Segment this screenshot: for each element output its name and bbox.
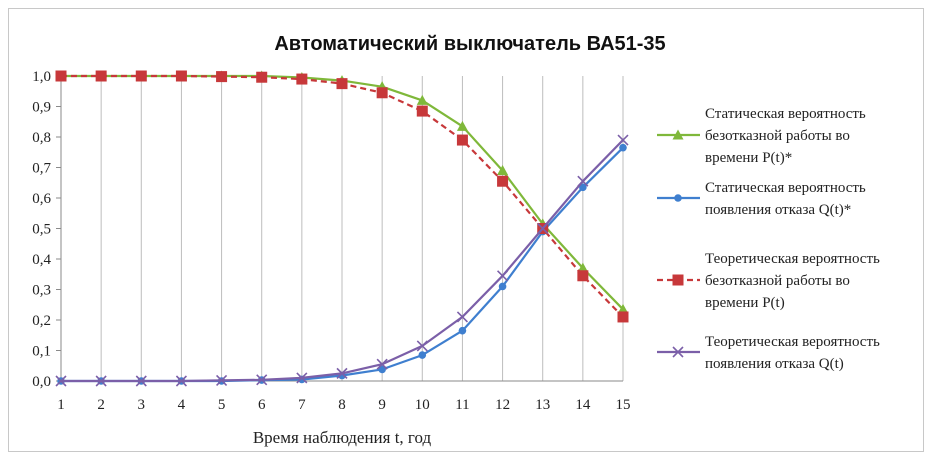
x-tick-label: 10	[415, 397, 430, 413]
data-point	[55, 70, 67, 82]
data-point	[497, 270, 509, 282]
chart-frame	[8, 8, 924, 452]
data-point	[579, 183, 587, 192]
x-tick-label: 1	[57, 397, 65, 413]
legend-swatch-marker	[674, 194, 682, 202]
data-point	[216, 374, 228, 386]
y-tick-label: 0,8	[32, 130, 51, 146]
y-tick-label: 1,0	[32, 69, 51, 85]
data-point	[418, 351, 427, 359]
x-tick-label: 14	[575, 397, 591, 413]
data-point	[95, 375, 107, 387]
legend-label: Теоретическая вероятность	[705, 251, 880, 267]
x-tick-label: 5	[218, 397, 226, 413]
y-tick-label: 0,1	[32, 344, 51, 360]
x-tick-label: 11	[455, 397, 469, 413]
data-point	[577, 262, 589, 273]
data-point	[456, 120, 468, 131]
legend-label: времени P(t)	[705, 295, 785, 311]
data-point	[497, 165, 509, 176]
x-tick-label: 13	[535, 397, 550, 413]
data-point	[376, 358, 388, 370]
data-point	[497, 175, 509, 187]
data-point	[378, 365, 386, 374]
legend-item-3: Теоретическая вероятность безотказной раб…	[657, 251, 880, 311]
x-tick-label: 4	[178, 397, 186, 413]
data-point	[617, 303, 629, 314]
y-tick-label: 0,3	[32, 283, 51, 299]
data-point	[135, 375, 147, 387]
y-tick-label: 0,2	[32, 313, 51, 329]
x-tick-label: 3	[138, 397, 146, 413]
data-point	[458, 326, 467, 335]
legend-swatch-marker	[672, 274, 684, 286]
data-point	[456, 311, 468, 323]
data-point	[256, 71, 268, 83]
x-tick-label: 2	[97, 397, 105, 413]
series-3	[55, 70, 629, 323]
data-point	[456, 134, 468, 146]
data-point	[577, 175, 589, 187]
x-tick-label: 12	[495, 397, 510, 413]
data-point	[336, 367, 348, 379]
data-point	[216, 71, 228, 83]
legend-label: времени P(t)*	[705, 150, 792, 166]
x-axis-label: Время наблюдения t, год	[253, 428, 432, 447]
legend-swatch-marker	[672, 129, 684, 140]
data-point	[296, 372, 308, 384]
chart-title: Автоматический выключатель ВА51-35	[274, 33, 665, 55]
legend: Статическая вероятность безотказной работ…	[657, 106, 880, 372]
y-tick-label: 0,6	[32, 191, 51, 207]
y-tick-label: 0,5	[32, 222, 51, 238]
data-point	[376, 87, 388, 99]
legend-item-2: Статическая вероятность появления отказа …	[657, 180, 866, 218]
y-tick-label: 0,9	[32, 100, 51, 116]
data-point	[577, 270, 589, 282]
legend-label: Теоретическая вероятность	[705, 334, 880, 350]
x-tick-label: 7	[298, 397, 306, 413]
legend-label: безотказной работы во	[705, 273, 850, 289]
y-tick-label: 0,0	[32, 374, 51, 390]
legend-item-4: Теоретическая вероятность появления отказ…	[657, 334, 880, 372]
data-point	[619, 143, 627, 152]
data-point	[95, 70, 107, 82]
data-point	[296, 73, 308, 85]
x-tick-label: 8	[338, 397, 346, 413]
data-point	[256, 374, 268, 386]
legend-item-1: Статическая вероятность безотказной работ…	[657, 106, 866, 166]
data-point	[498, 282, 507, 291]
legend-label: Статическая вероятность	[705, 180, 866, 196]
data-point	[135, 70, 147, 82]
legend-label: безотказной работы во	[705, 128, 850, 144]
legend-label: появления отказа Q(t)*	[705, 202, 851, 218]
data-point	[175, 70, 187, 82]
series-4	[55, 134, 629, 387]
data-point	[55, 375, 67, 387]
legend-swatch-marker	[672, 346, 684, 358]
data-point	[617, 134, 629, 146]
data-point	[537, 222, 549, 235]
legend-label: Статическая вероятность	[705, 106, 866, 122]
y-tick-label: 0,4	[32, 252, 51, 268]
x-tick-label: 9	[378, 397, 386, 413]
x-tick-labels: 1 2 3 4 5 6 7 8 9 10 11 12 13 14 15	[57, 397, 630, 413]
x-tick-label: 6	[258, 397, 266, 413]
data-point	[617, 311, 629, 323]
data-point	[175, 375, 187, 387]
series-layer	[55, 70, 629, 387]
data-point	[416, 94, 428, 105]
data-point	[416, 105, 428, 117]
y-tick-labels: 0,0 0,1 0,2 0,3 0,4 0,5 0,6 0,7 0,8 0,9 1,0	[32, 69, 51, 390]
y-tick-label: 0,7	[32, 161, 51, 177]
legend-label: появления отказа Q(t)	[705, 356, 844, 372]
data-point	[336, 78, 348, 90]
x-tick-label: 15	[616, 397, 631, 413]
data-point	[416, 340, 428, 352]
